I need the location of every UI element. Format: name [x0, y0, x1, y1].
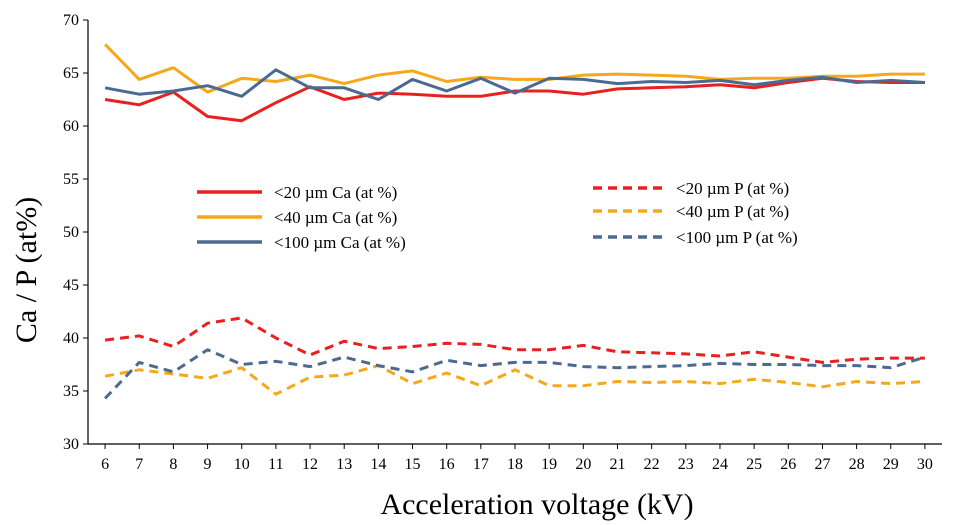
legend-label: <100 µm P (at %) — [676, 228, 798, 247]
x-tick-label: 13 — [336, 456, 352, 473]
y-tick-label: 60 — [63, 118, 79, 135]
y-axis-title: Ca / P (at%) — [10, 197, 43, 343]
x-tick-label: 8 — [169, 456, 177, 473]
legend-label: <100 µm Ca (at %) — [274, 233, 406, 252]
x-tick-label: 26 — [780, 456, 796, 473]
x-tick-label: 12 — [302, 456, 318, 473]
x-tick-label: 30 — [917, 456, 933, 473]
legend-label: <40 µm Ca (at %) — [274, 208, 397, 227]
x-tick-label: 17 — [473, 456, 489, 473]
legend-label: <40 µm P (at %) — [676, 202, 789, 221]
tick-labels: 30 35 40 45 50 55 60 65 70 6 7 8 9 10 11 12 13 14 15 16 17 18… — [63, 12, 933, 473]
y-tick-label: 30 — [63, 436, 79, 453]
x-tick-label: 10 — [234, 456, 250, 473]
series-line-6 — [104, 348, 926, 400]
x-tick-label: 25 — [746, 456, 762, 473]
x-tick-label: 19 — [541, 456, 557, 473]
x-tick-label: 20 — [575, 456, 591, 473]
x-tick-label: 11 — [268, 456, 283, 473]
x-tick-label: 6 — [101, 456, 109, 473]
series-line-3 — [104, 68, 925, 101]
x-tick-label: 29 — [883, 456, 899, 473]
axes — [83, 19, 942, 449]
x-tick-label: 24 — [712, 456, 728, 473]
x-tick-label: 14 — [370, 456, 386, 473]
y-tick-label: 65 — [63, 65, 79, 82]
y-tick-label: 55 — [63, 171, 79, 188]
x-tick-label: 28 — [849, 456, 865, 473]
series-line-2 — [104, 43, 925, 94]
y-tick-label: 40 — [63, 330, 79, 347]
x-tick-label: 27 — [814, 456, 830, 473]
series-line-4 — [104, 316, 925, 364]
x-tick-label: 16 — [439, 456, 455, 473]
series-line-5 — [104, 364, 925, 396]
x-tick-label: 21 — [609, 456, 625, 473]
x-tick-label: 23 — [678, 456, 694, 473]
plot-area — [104, 43, 926, 400]
legend-label: <20 µm Ca (at %) — [274, 183, 397, 202]
legend-label: <20 µm P (at %) — [676, 179, 789, 198]
x-tick-label: 7 — [135, 456, 143, 473]
y-tick-label: 50 — [63, 224, 79, 241]
y-tick-label: 35 — [63, 383, 79, 400]
y-tick-label: 45 — [63, 277, 79, 294]
x-axis-title: Acceleration voltage (kV) — [380, 488, 693, 521]
legend: <20 µm Ca (at %) <40 µm Ca (at %) <100 µm … — [197, 179, 798, 252]
y-tick-label: 70 — [63, 12, 79, 29]
x-tick-label: 15 — [405, 456, 421, 473]
x-tick-label: 18 — [507, 456, 523, 473]
series-line-1 — [104, 76, 925, 123]
x-tick-label: 9 — [204, 456, 212, 473]
x-tick-label: 22 — [644, 456, 660, 473]
